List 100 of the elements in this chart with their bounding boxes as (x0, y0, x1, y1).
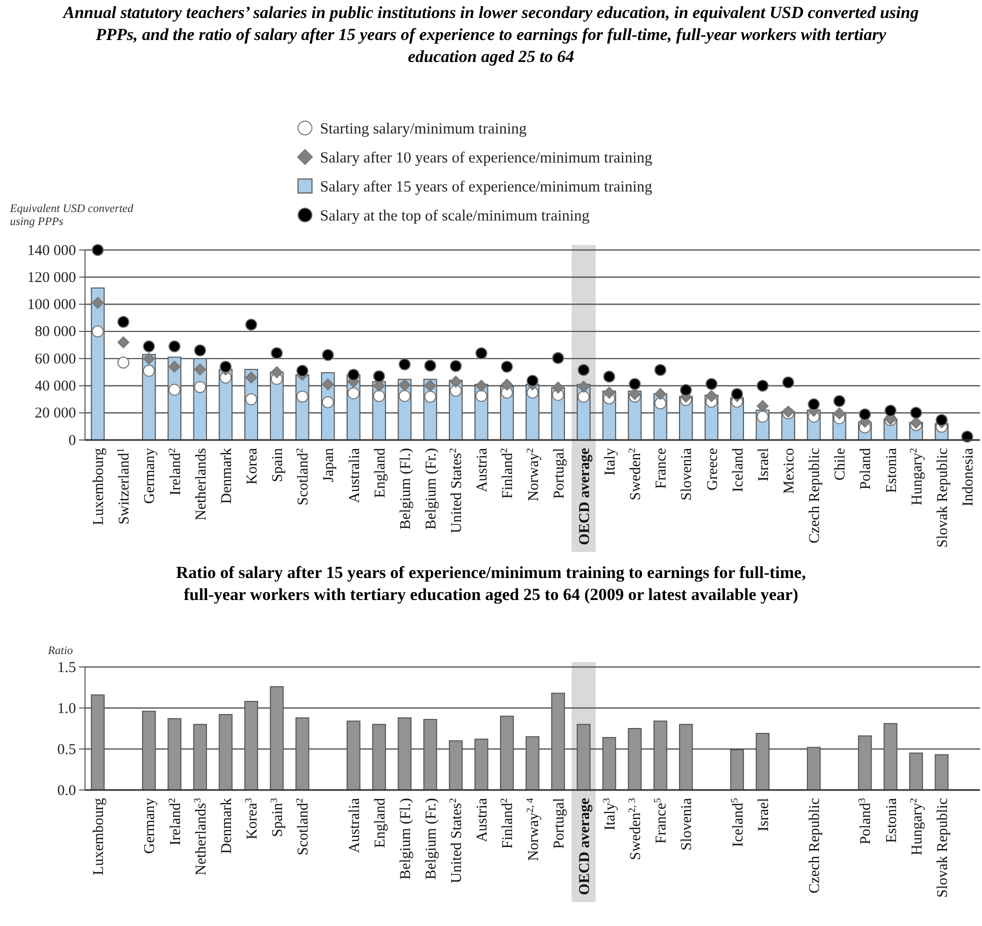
x-tick-label: Slovak Republic (934, 798, 951, 898)
y-tick-label: 100 000 (27, 297, 76, 314)
y-tick-label: 60 000 (34, 351, 76, 368)
x-tick-label: Belgium (Fr.) (423, 448, 440, 530)
point (578, 364, 590, 376)
point (756, 400, 769, 412)
x-tick-label: England (372, 448, 388, 498)
x-tick-label: Spain (270, 448, 286, 482)
point (731, 388, 744, 400)
point (706, 378, 718, 390)
x-tick-label: Portugal (551, 798, 568, 849)
legend-label: Salary after 15 years of experience/minimum training (320, 178, 653, 196)
point (245, 393, 258, 406)
x-tick-label: Germany (142, 798, 158, 854)
x-tick-label: Denmark (218, 798, 235, 854)
point (936, 414, 948, 426)
x-tick-label: Estonia (884, 798, 900, 843)
point (322, 378, 334, 390)
point (398, 379, 411, 392)
bar (934, 754, 949, 790)
point (348, 368, 360, 381)
point (756, 380, 769, 392)
x-tick-label: England (372, 798, 388, 848)
point (628, 378, 641, 390)
x-tick-label: Estonia (884, 448, 900, 493)
point (194, 363, 206, 376)
point (322, 396, 334, 408)
x-tick-label: Israel (756, 448, 772, 482)
point (117, 336, 130, 348)
point (552, 352, 564, 364)
point (296, 364, 308, 377)
x-tick-label: Iceland (730, 448, 746, 492)
point (424, 390, 436, 403)
x-tick-label: Czech Republic (807, 798, 824, 894)
point (603, 386, 616, 399)
point (92, 244, 104, 256)
point (348, 387, 360, 400)
point (782, 376, 794, 388)
y-tick-label: 20 000 (34, 406, 76, 422)
point (756, 410, 769, 423)
point (142, 364, 155, 377)
point (833, 407, 846, 420)
point (500, 360, 513, 373)
x-tick-label: Luxembourg (91, 798, 108, 876)
point (500, 378, 513, 391)
x-tick-label: Slovenia (679, 448, 696, 500)
point (450, 360, 462, 372)
point (142, 340, 155, 352)
x-tick-label: Slovak Republic (934, 448, 951, 548)
x-tick-label: OECD average (576, 448, 593, 546)
x-tick-label: Austria (474, 448, 491, 492)
point (245, 318, 258, 331)
x-tick-label: Denmark (218, 448, 235, 504)
y-tick-label: 1.5 (57, 660, 76, 676)
x-tick-label: Mexico (781, 448, 798, 494)
x-tick-label: Belgium (Fl.) (398, 448, 414, 530)
x-tick-label: France (654, 448, 670, 489)
x-tick-label: Indonesia (960, 448, 976, 506)
point (833, 395, 846, 408)
point (270, 366, 283, 378)
point (910, 406, 922, 419)
point (475, 380, 488, 392)
point (194, 344, 206, 356)
y-tick-label: 0 (68, 432, 76, 449)
y-tick-label: 140 000 (27, 242, 76, 259)
point (142, 352, 155, 365)
point (654, 364, 666, 376)
point (808, 398, 820, 410)
point (475, 390, 488, 402)
x-tick-label: Belgium (Fr.) (423, 798, 440, 880)
x-tick-label: Austria (474, 798, 491, 842)
legend-label: Salary at the top of scale/minimum training (320, 207, 590, 224)
y-tick-label: 0.0 (57, 782, 76, 799)
point (92, 296, 104, 309)
y-tick-label: 40 000 (34, 378, 76, 395)
y-tick-label: 1.0 (57, 700, 76, 717)
point (578, 380, 590, 393)
x-tick-label: Belgium (Fl.) (398, 798, 414, 880)
x-tick-label: Israel (756, 798, 772, 832)
point (270, 347, 283, 360)
point (680, 384, 692, 396)
point (884, 404, 896, 417)
x-tick-label: Luxembourg (91, 448, 108, 526)
point (526, 374, 538, 387)
point (373, 390, 386, 402)
chart-title: Ratio of salary after 15 years of experience/minimum training to earnings for full-time, full-year workers with tertiary education aged 25 to 64 (2009 or latest available year) (176, 563, 806, 604)
point (961, 430, 974, 443)
x-tick-label: Australia (346, 448, 363, 503)
x-tick-label: Japan (321, 448, 338, 482)
y-tick-label: 120 000 (27, 270, 76, 286)
point (578, 390, 590, 403)
y-axis-title: Equivalent USD converted using PPPs (9, 203, 134, 228)
x-tick-label: Australia (346, 798, 363, 853)
point (168, 384, 180, 396)
point (654, 388, 666, 400)
chart-title: Annual statutory teachers’ salaries in public institutions in lower secondary education, in equivalent USD converted using PPPs, and the ratio of salary after 15 years of experience to earnings for full-time, full-year workers with tertiary education aged 25 to 64 (62, 3, 920, 66)
point (398, 390, 411, 402)
point (220, 360, 232, 373)
point (424, 360, 436, 372)
point (117, 316, 130, 328)
